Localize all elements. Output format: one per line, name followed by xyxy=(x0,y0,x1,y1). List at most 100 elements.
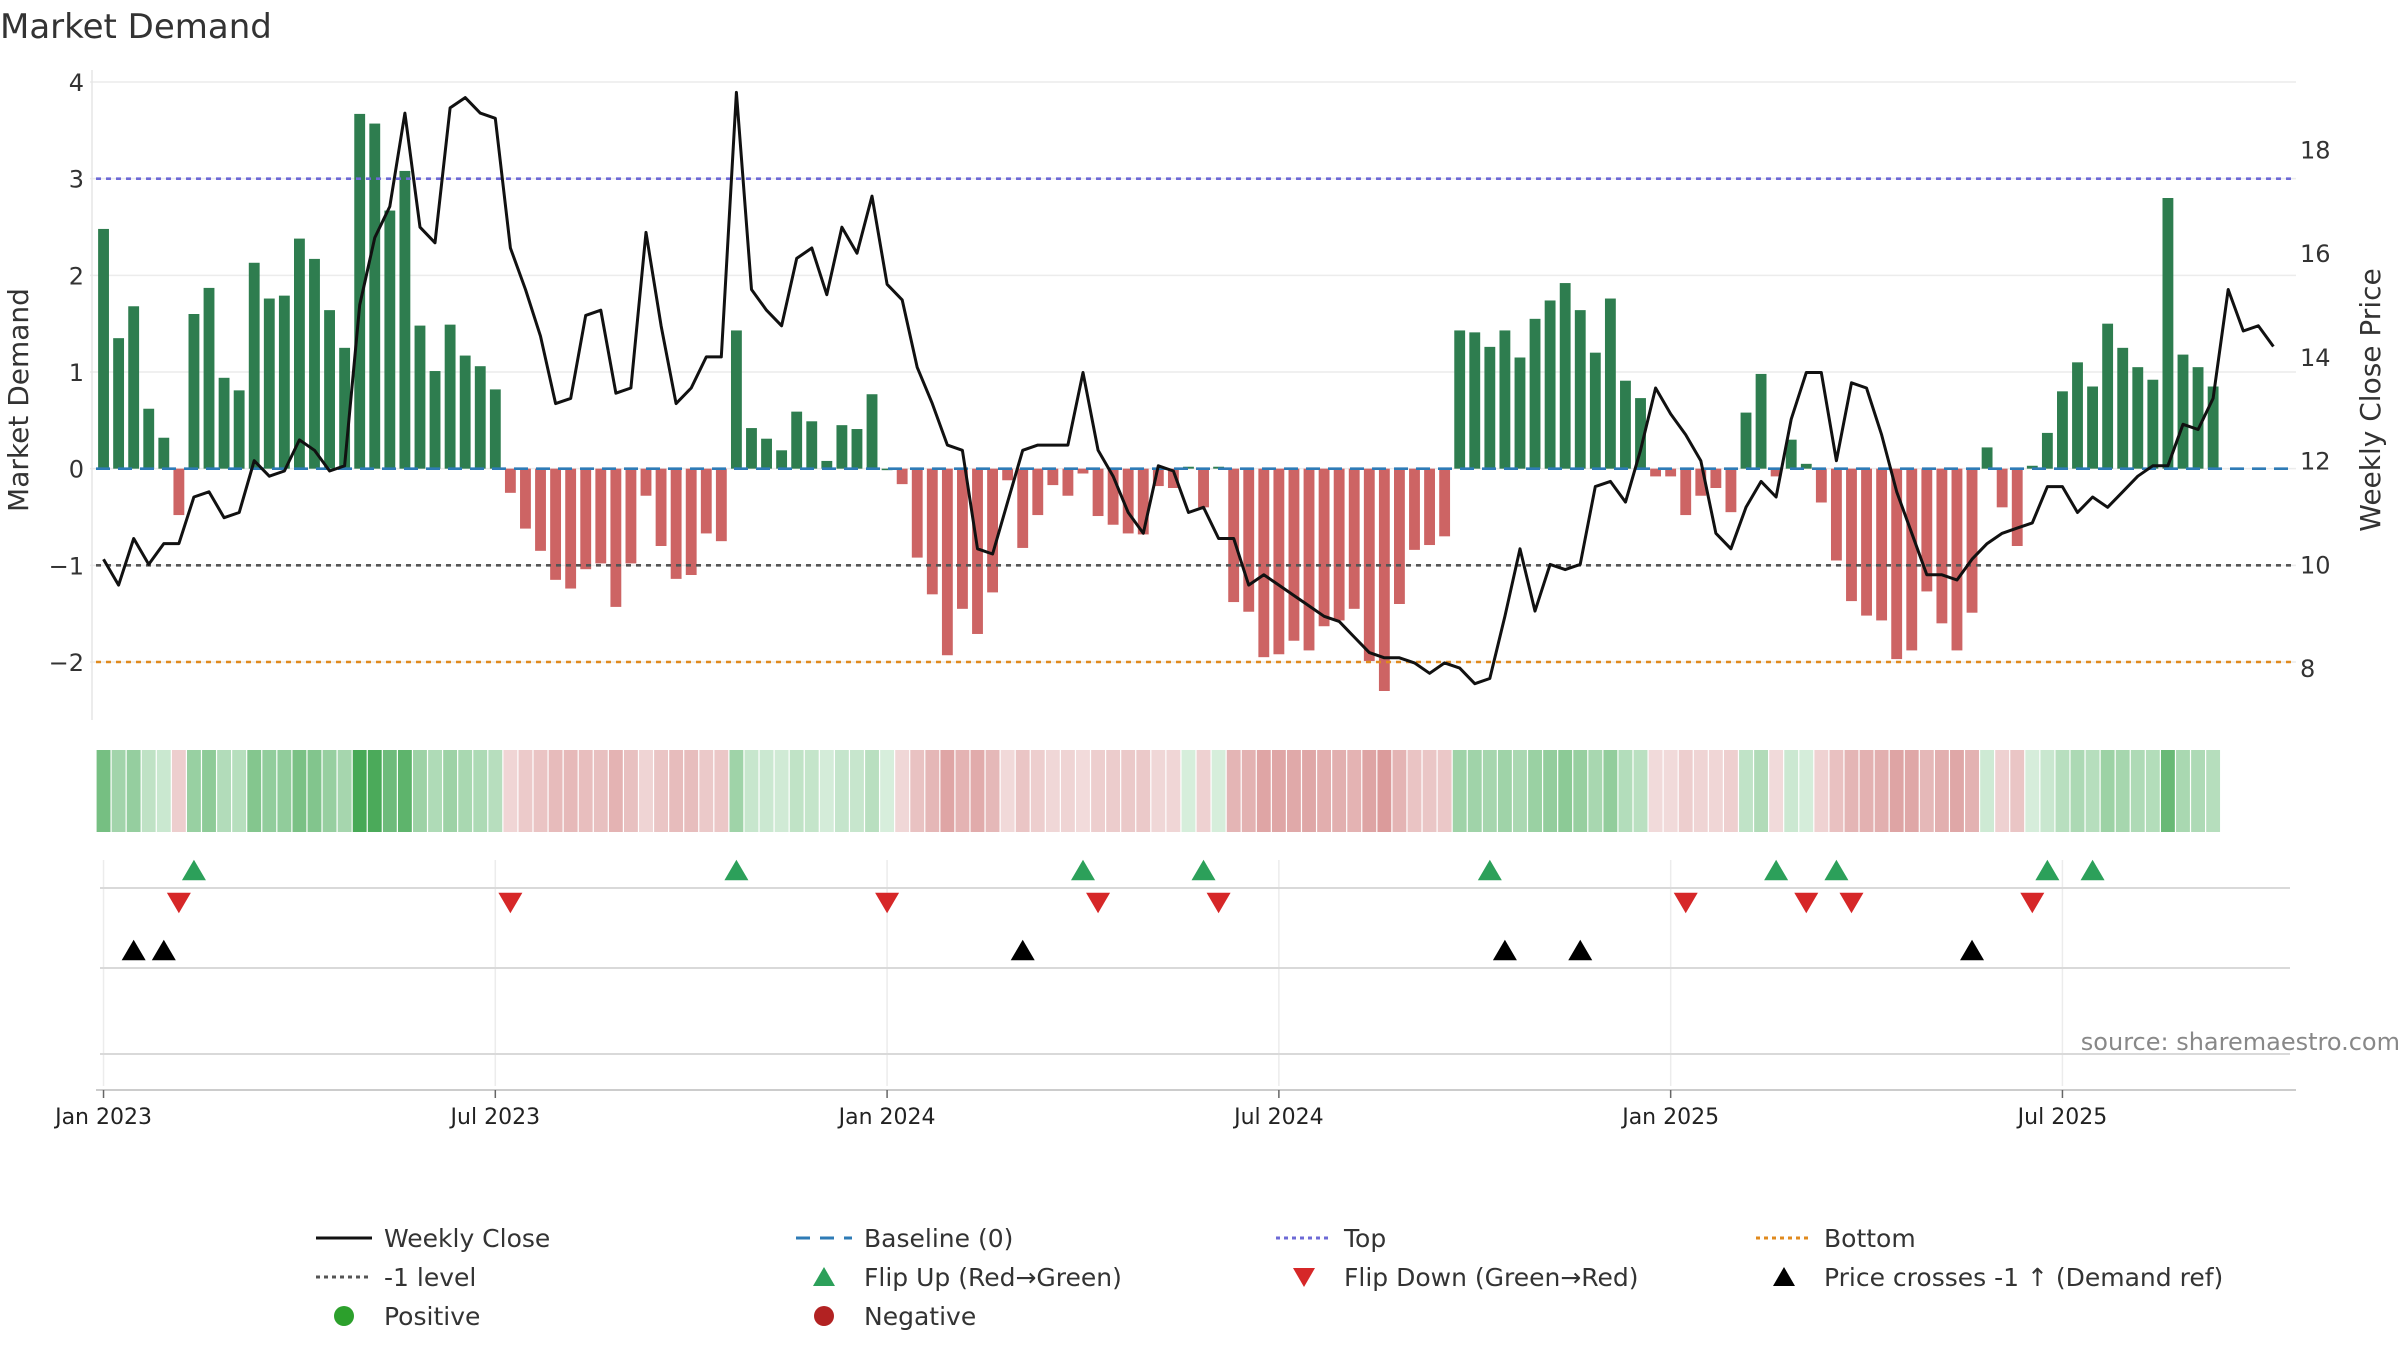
negative-demand-bar xyxy=(1891,468,1903,660)
heat-cell xyxy=(277,750,292,832)
heat-cell xyxy=(1573,750,1588,832)
heat-cell xyxy=(970,750,985,832)
heat-cell xyxy=(774,750,789,832)
heat-cell xyxy=(428,750,442,832)
heat-cell xyxy=(1347,750,1362,832)
heat-cell xyxy=(1723,750,1738,832)
heat-cell xyxy=(1769,750,1784,832)
heat-cell xyxy=(1558,750,1573,832)
negative-demand-bar xyxy=(1378,468,1390,691)
negative-demand-bar xyxy=(1137,468,1149,535)
positive-demand-bar xyxy=(2177,354,2189,469)
heat-cell xyxy=(1754,750,1769,832)
legend-label: Bottom xyxy=(1824,1224,1916,1253)
positive-demand-bar xyxy=(776,450,788,469)
heat-cell xyxy=(96,750,111,832)
heat-cell xyxy=(1422,750,1437,832)
negative-demand-bar xyxy=(1258,468,1270,658)
legend-label: Positive xyxy=(384,1302,480,1331)
legend-swatch-circle xyxy=(334,1306,354,1326)
negative-demand-bar xyxy=(1273,468,1285,655)
flip-down-marker xyxy=(1206,892,1231,914)
legend-item: Top xyxy=(1276,1224,1386,1253)
heat-cell xyxy=(1196,750,1211,832)
heat-cell xyxy=(1693,750,1708,832)
heat-cell xyxy=(1226,750,1241,832)
positive-demand-bar xyxy=(143,408,155,469)
negative-demand-bar xyxy=(1906,468,1918,651)
positive-demand-bar xyxy=(761,438,772,469)
negative-demand-bar xyxy=(1288,468,1300,641)
heat-cell xyxy=(1256,750,1271,832)
y-right-tick-label: 8 xyxy=(2300,655,2315,683)
heat-cell xyxy=(307,750,322,832)
positive-demand-bar xyxy=(821,460,833,469)
negative-demand-bar xyxy=(1062,468,1074,496)
heat-cell xyxy=(1392,750,1407,832)
positive-demand-bar xyxy=(98,228,109,469)
negative-demand-bar xyxy=(1770,468,1782,477)
heat-cell xyxy=(1317,750,1332,832)
heat-cell xyxy=(1859,750,1874,832)
heat-cell xyxy=(1482,750,1497,832)
heat-cell xyxy=(1965,750,1979,832)
negative-demand-bar xyxy=(1725,468,1737,513)
negative-demand-bar xyxy=(1439,468,1451,537)
flip-up-marker xyxy=(724,859,749,881)
positive-demand-bar xyxy=(1589,352,1601,469)
x-tick-label: Jul 2024 xyxy=(1232,1105,1324,1130)
negative-demand-bar xyxy=(625,468,637,564)
x-tick-label: Jul 2023 xyxy=(449,1105,541,1130)
negative-demand-bar xyxy=(1936,468,1948,624)
heat-cell xyxy=(548,750,563,832)
positive-demand-bar xyxy=(354,113,366,469)
positive-demand-bar xyxy=(1484,346,1496,469)
heat-cell xyxy=(1513,750,1527,832)
positive-demand-bar xyxy=(233,390,245,469)
positive-demand-bar xyxy=(414,325,426,469)
legend-swatch-triangle-up xyxy=(813,1267,835,1286)
price-cross-marker xyxy=(151,939,176,961)
flip-up-marker xyxy=(2035,859,2060,881)
heat-cell xyxy=(1497,750,1512,832)
negative-demand-bar xyxy=(1966,468,1978,613)
positive-demand-bar xyxy=(2102,323,2114,469)
negative-demand-bar xyxy=(957,468,968,609)
negative-demand-bar xyxy=(1830,468,1842,561)
positive-demand-bar xyxy=(1454,330,1466,469)
heat-cell xyxy=(1452,750,1467,832)
heat-cell xyxy=(804,750,819,832)
heat-cell xyxy=(1528,750,1542,832)
source-note: source: sharemaestro.com xyxy=(2081,1028,2400,1056)
flip-up-marker xyxy=(1070,859,1095,881)
negative-demand-bar xyxy=(550,468,562,580)
legend-item: Flip Up (Red→Green) xyxy=(813,1263,1122,1292)
heat-cell xyxy=(1000,750,1015,832)
positive-demand-bar xyxy=(1183,466,1194,469)
negative-demand-bar xyxy=(1951,468,1963,651)
heat-cell xyxy=(171,750,186,832)
negative-demand-bar xyxy=(1032,468,1044,516)
heat-cell xyxy=(639,750,653,832)
heat-cell xyxy=(1060,750,1075,832)
price-cross-marker xyxy=(121,939,146,961)
heat-cell xyxy=(2070,750,2085,832)
positive-demand-bar xyxy=(459,355,471,469)
heat-cell xyxy=(1332,750,1347,832)
positive-demand-bar xyxy=(1559,283,1571,469)
flip-down-marker xyxy=(166,892,191,914)
legend-label: Price crosses -1 ↑ (Demand ref) xyxy=(1824,1263,2223,1292)
heat-cell xyxy=(473,750,488,832)
negative-demand-bar xyxy=(1424,468,1435,546)
negative-demand-bar xyxy=(1002,468,1014,481)
heat-cell xyxy=(1121,750,1136,832)
positive-demand-bar xyxy=(1620,380,1631,469)
negative-demand-bar xyxy=(595,468,607,564)
heat-cell xyxy=(955,750,970,832)
heat-cell xyxy=(1980,750,1995,832)
y-left-tick-label: −2 xyxy=(49,649,84,677)
positive-demand-bar xyxy=(294,238,305,469)
heat-cell xyxy=(1543,750,1558,832)
negative-demand-bar xyxy=(1815,468,1827,503)
negative-demand-bar xyxy=(1921,468,1933,592)
